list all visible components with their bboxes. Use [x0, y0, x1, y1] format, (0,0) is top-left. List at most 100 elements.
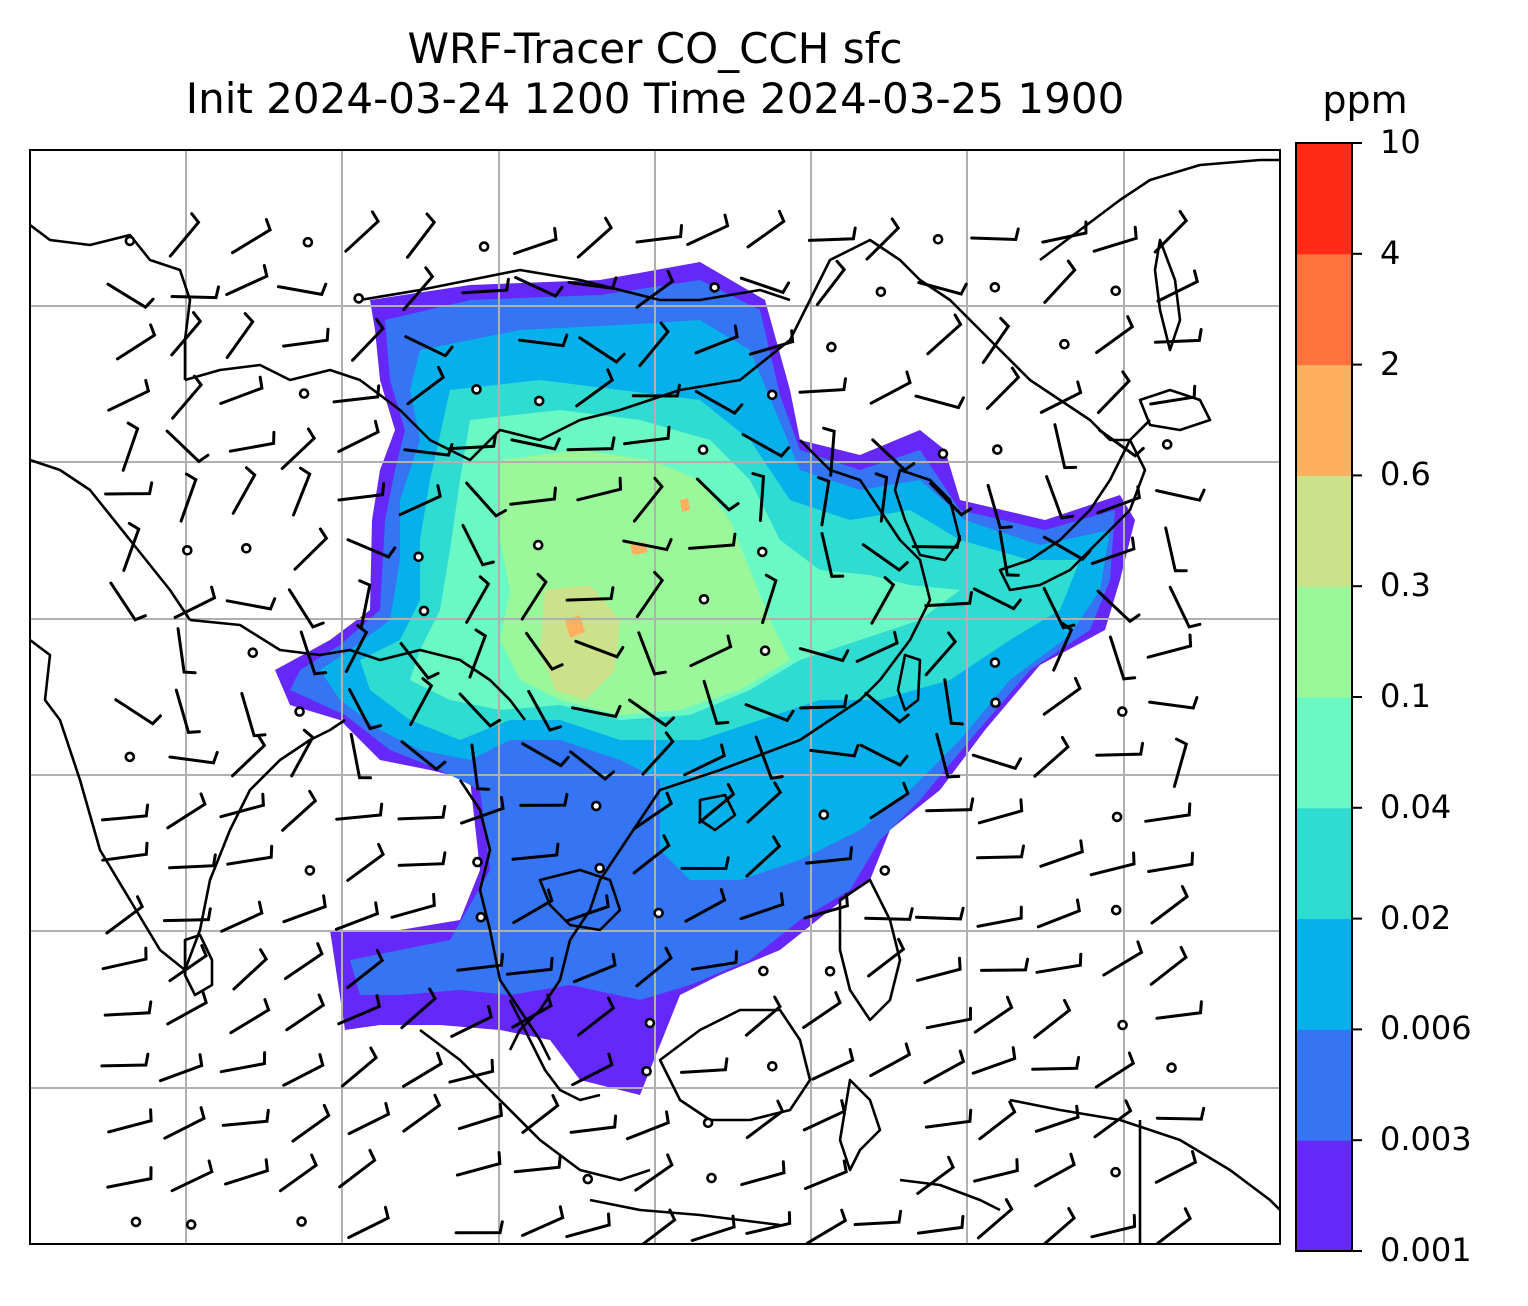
mongolia-border	[359, 268, 791, 302]
wind-barb	[680, 1057, 729, 1074]
wind-barb	[232, 948, 269, 991]
wind-barb	[916, 1155, 955, 1195]
wind-barb	[1098, 428, 1145, 458]
calm-wind-circle	[758, 965, 769, 977]
wind-barb	[865, 217, 901, 261]
wind-barb	[346, 842, 385, 882]
wind-barb	[406, 212, 437, 259]
colorbar-band-4-10	[1296, 143, 1352, 255]
wind-barb	[804, 1159, 848, 1190]
wind-barb	[739, 892, 785, 921]
calm-wind-circle	[1166, 1062, 1177, 1073]
wind-barb	[751, 472, 766, 522]
wind-barb	[702, 679, 730, 726]
wind-barb	[448, 1058, 495, 1084]
wind-barb	[977, 798, 1024, 825]
wind-barb	[971, 753, 1023, 771]
wind-barb	[565, 586, 615, 602]
calm-wind-circle	[533, 395, 545, 407]
wind-barb	[567, 276, 618, 290]
wind-barb	[688, 532, 737, 550]
wind-barb	[402, 266, 435, 312]
wind-barb	[809, 744, 860, 758]
wind-barb	[691, 950, 738, 971]
plume-band-8	[565, 498, 690, 638]
wind-barb	[640, 1208, 677, 1244]
wind-barbs	[100, 209, 1206, 1244]
wind-barb	[511, 842, 560, 861]
wind-barb	[911, 534, 962, 549]
wind-barb	[695, 477, 740, 512]
wind-barb	[684, 888, 727, 923]
wind-barb	[1153, 210, 1189, 254]
wind-barb	[916, 1215, 965, 1235]
wind-barb	[799, 694, 848, 710]
wind-barb	[569, 750, 615, 781]
wind-barb	[761, 573, 778, 625]
calm-wind-circle	[990, 697, 1001, 709]
calm-wind-circle	[1117, 706, 1128, 717]
wind-barb	[521, 1094, 560, 1134]
wind-barb	[399, 642, 440, 680]
wind-barb	[519, 792, 569, 807]
wind-barb	[282, 327, 330, 348]
wind-barb	[853, 1209, 903, 1226]
calm-wind-circle	[709, 282, 720, 293]
wind-barb	[577, 996, 616, 1037]
wind-barb	[174, 688, 201, 734]
wind-barb	[109, 581, 147, 622]
wind-barb	[280, 427, 317, 470]
wind-barb	[972, 587, 1022, 611]
wind-barb	[282, 1053, 325, 1087]
wind-barb	[1033, 998, 1072, 1039]
wind-barb	[397, 804, 447, 821]
wind-barb	[1164, 526, 1188, 573]
wind-barb	[914, 394, 965, 410]
wind-barb	[869, 781, 910, 820]
wind-barb	[400, 740, 447, 772]
wind-barb	[976, 905, 1023, 928]
calm-wind-circle	[641, 1065, 652, 1077]
wind-barb	[231, 218, 272, 255]
wind-barb	[981, 316, 1011, 364]
map-frame	[29, 149, 1281, 1245]
wind-barb	[293, 527, 329, 571]
wind-barb	[1144, 802, 1192, 823]
wind-barb	[635, 269, 675, 309]
wind-barb	[569, 1114, 618, 1134]
wind-barb	[924, 1108, 973, 1129]
wind-barb	[521, 742, 570, 768]
calm-wind-circle	[991, 444, 1003, 455]
wind-barb	[1089, 851, 1136, 877]
sakhalin	[1153, 238, 1182, 352]
wind-barb	[745, 1099, 785, 1140]
wind-barb	[281, 789, 318, 832]
calm-wind-circle	[296, 1216, 307, 1227]
wind-barb	[574, 639, 625, 659]
wind-barb	[915, 906, 965, 921]
calm-wind-circle	[594, 862, 606, 874]
calm-wind-circle	[1110, 904, 1122, 916]
russia-far-east-coast	[1039, 158, 1280, 262]
calm-wind-circle	[475, 911, 487, 923]
wind-barb	[282, 894, 327, 924]
wind-barb	[867, 937, 906, 978]
wind-barb	[802, 991, 842, 1029]
wind-barb	[1041, 220, 1088, 244]
borneo	[658, 1008, 812, 1122]
wind-barb	[744, 995, 782, 1037]
wind-barb	[1045, 475, 1075, 520]
wind-barb	[1033, 735, 1070, 778]
wind-barb	[694, 324, 739, 355]
wind-barb	[1153, 328, 1203, 344]
colorbar-band-0.04-0.1	[1296, 697, 1352, 809]
wind-barb	[625, 1110, 670, 1141]
wind-barb	[623, 425, 671, 446]
wind-barb	[1092, 225, 1138, 253]
calm-wind-circle	[532, 539, 544, 551]
wind-barb	[290, 728, 315, 778]
wind-barb	[1096, 485, 1141, 515]
pakistan-border	[30, 458, 192, 621]
wind-barb	[869, 370, 912, 405]
wind-barb	[811, 1048, 855, 1081]
